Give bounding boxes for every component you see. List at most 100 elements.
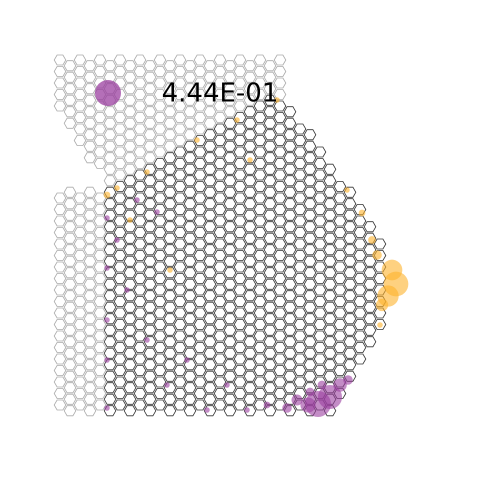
hex-cell	[353, 215, 367, 227]
hex-cell	[333, 181, 347, 192]
hex-cell	[313, 365, 327, 376]
hex-cell	[163, 382, 177, 394]
hex-cell	[83, 267, 97, 279]
hex-cell	[193, 261, 207, 273]
hex-cell	[243, 359, 257, 371]
hex-cell	[223, 313, 237, 325]
hex-cell	[143, 267, 157, 279]
hex-cell	[203, 301, 217, 313]
hex-cell	[243, 186, 257, 198]
hex-cell	[113, 146, 127, 158]
hex-cell	[63, 359, 77, 371]
hex-cell	[283, 290, 297, 302]
hex-cell	[83, 209, 97, 221]
hex-cell	[363, 301, 377, 313]
hex-cell	[323, 359, 337, 371]
hex-cell	[273, 261, 287, 273]
hex-cell	[193, 89, 207, 100]
hex-cell	[103, 221, 117, 233]
hex-cell	[173, 123, 187, 135]
hex-cell	[213, 204, 227, 215]
hex-cell	[363, 324, 377, 336]
hex-cell	[183, 129, 197, 141]
hex-cell	[83, 221, 97, 233]
hex-cell	[373, 319, 387, 330]
hex-cell	[243, 117, 257, 129]
hex-cell	[313, 158, 327, 169]
hex-cell	[63, 347, 77, 359]
hex-cell	[263, 152, 277, 164]
hex-cell	[123, 278, 137, 290]
hex-cell	[103, 198, 117, 210]
hex-cell	[63, 117, 77, 129]
hex-cell	[103, 370, 117, 382]
hex-cell	[93, 112, 107, 123]
hex-cell	[133, 89, 147, 100]
spot	[154, 209, 160, 215]
hex-cell	[193, 296, 207, 307]
hex-cell	[283, 359, 297, 371]
hex-cell	[133, 365, 147, 376]
hex-cell	[213, 227, 227, 238]
hex-cell	[233, 273, 247, 284]
hex-cell	[133, 330, 147, 342]
hex-cell	[243, 393, 257, 405]
hex-cell	[203, 198, 217, 210]
hex-cell	[313, 215, 327, 227]
hex-cell	[153, 169, 167, 181]
hex-cell	[93, 261, 107, 273]
hex-cell	[183, 324, 197, 336]
hex-cell	[73, 376, 87, 388]
hex-cell	[113, 227, 127, 238]
hex-cell	[53, 238, 67, 250]
hex-cell	[113, 376, 127, 388]
hex-cell	[183, 175, 197, 187]
hex-cell	[163, 152, 177, 164]
hex-cell	[123, 359, 137, 371]
hex-cell	[73, 100, 87, 112]
hex-cell	[103, 405, 117, 417]
hex-cell	[223, 83, 237, 95]
hex-cell	[63, 60, 77, 72]
hex-cell	[173, 169, 187, 181]
hex-cell	[53, 376, 67, 388]
hex-cell	[103, 290, 117, 302]
hex-cell	[323, 313, 337, 325]
hex-cell	[93, 215, 107, 227]
hex-cell	[163, 129, 177, 141]
hex-cell	[333, 261, 347, 273]
hex-cell	[83, 232, 97, 244]
hex-cell	[223, 324, 237, 336]
hex-cell	[213, 135, 227, 146]
hex-cell	[253, 66, 267, 77]
hex-cell	[173, 66, 187, 77]
hex-cell	[273, 238, 287, 250]
hex-cell	[283, 255, 297, 267]
hex-cell	[233, 399, 247, 411]
hex-cell	[93, 227, 107, 238]
hex-cell	[163, 359, 177, 371]
hex-cell	[303, 163, 317, 175]
hex-cell	[183, 232, 197, 244]
hex-cell	[203, 405, 217, 417]
hex-cell	[63, 106, 77, 118]
hex-cell	[313, 296, 327, 307]
hex-cell	[263, 117, 277, 129]
hex-cell	[273, 89, 287, 100]
hex-cell	[183, 313, 197, 325]
hex-cell	[263, 60, 277, 72]
hex-cell	[133, 342, 147, 353]
hex-cell	[343, 301, 357, 313]
hex-cell	[73, 365, 87, 376]
hex-cell	[153, 307, 167, 319]
spot	[114, 237, 120, 243]
hex-cell	[173, 54, 187, 66]
hex-cell	[63, 198, 77, 210]
hex-cell	[253, 54, 267, 66]
hex-cell	[283, 393, 297, 405]
hex-cell	[283, 370, 297, 382]
hex-cell	[73, 66, 87, 77]
hex-cell	[183, 221, 197, 233]
hex-cell	[93, 376, 107, 388]
hex-cell	[143, 370, 157, 382]
